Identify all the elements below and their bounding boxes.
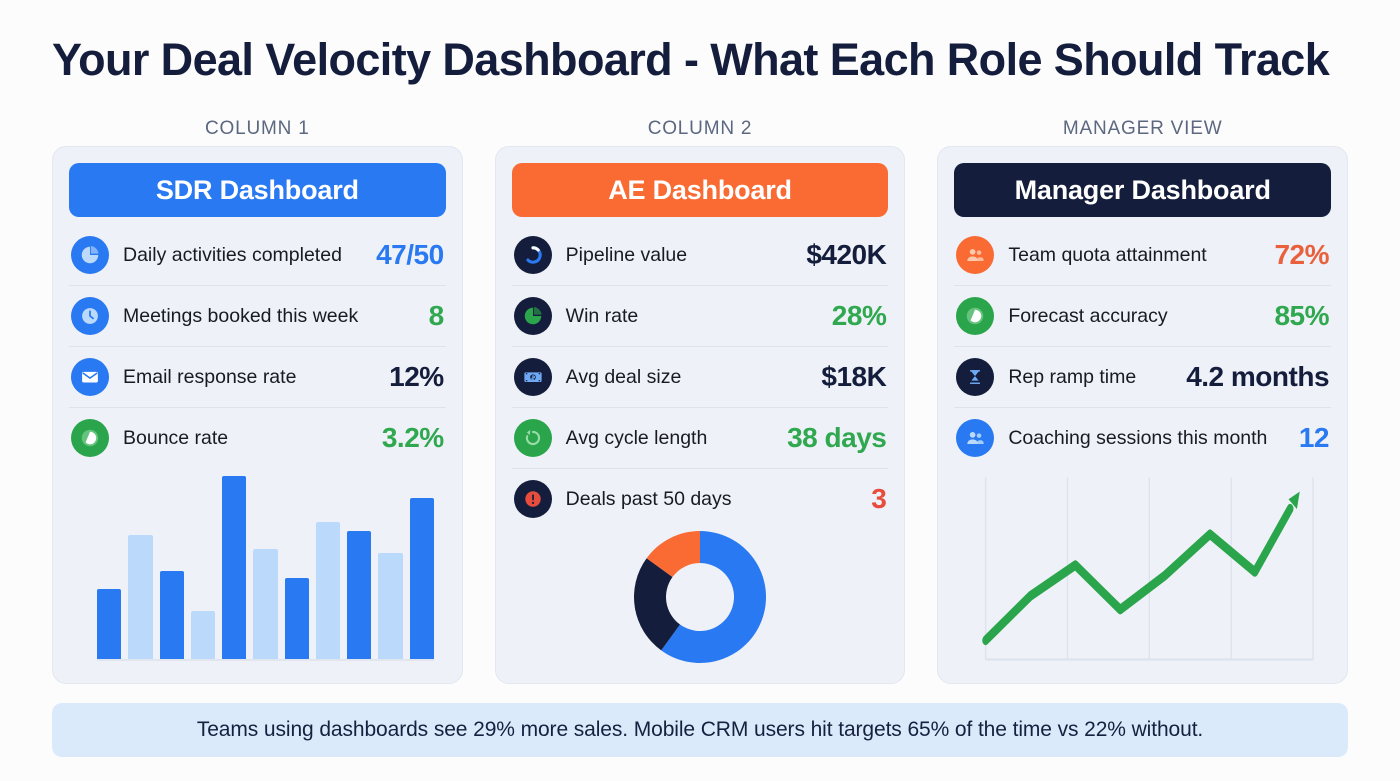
metric-label: Avg deal size <box>565 365 682 388</box>
bar <box>222 476 247 659</box>
bar <box>315 521 340 659</box>
alert-circle-icon <box>513 480 552 518</box>
metric-row[interactable]: Avg cycle length 38 days <box>511 407 889 468</box>
metric-value: 47/50 <box>376 239 444 270</box>
bar <box>190 611 215 659</box>
page-title: Your Deal Velocity Dashboard - What Each… <box>52 34 1330 85</box>
metric-row[interactable]: Deals past 50 days 3 <box>511 468 889 529</box>
pie-chart-icon <box>513 297 552 335</box>
bar <box>128 534 153 659</box>
banknote-icon <box>513 358 552 396</box>
footer-text: Teams using dashboards see 29% more sale… <box>196 718 1204 741</box>
metric-label: Rep ramp time <box>1008 365 1137 388</box>
metric-label: Win rate <box>565 304 639 327</box>
clock-icon <box>71 297 109 335</box>
bar <box>253 549 278 659</box>
hourglass-icon <box>956 358 995 396</box>
card-sdr-metrics: Daily activities completed 47/50 Meetings … <box>69 225 446 468</box>
donut-chart <box>512 527 889 667</box>
pie-chart-icon <box>71 236 109 274</box>
bar <box>347 530 372 659</box>
bar <box>97 589 122 659</box>
column-label-3: MANAGER VIEW <box>1062 118 1223 139</box>
card-sdr-header: SDR Dashboard <box>69 163 446 217</box>
rotate-left-icon <box>513 419 552 457</box>
column-labels: COLUMN 1 COLUMN 2 MANAGER VIEW <box>52 118 1348 140</box>
metric-value: 85% <box>1274 300 1330 331</box>
metric-label: Pipeline value <box>565 243 688 266</box>
card-ae-visual <box>512 529 889 673</box>
metric-row[interactable]: Email response rate 12% <box>69 346 446 407</box>
metric-row[interactable]: Coaching sessions this month 12 <box>954 407 1332 468</box>
metric-row[interactable]: Rep ramp time 4.2 months <box>954 346 1332 407</box>
card-manager-header: Manager Dashboard <box>954 163 1332 217</box>
metric-label: Team quota attainment <box>1008 243 1207 266</box>
bar <box>159 571 184 659</box>
metric-value: 12% <box>389 361 444 392</box>
metric-label: Forecast accuracy <box>1008 304 1168 327</box>
column-label-1: COLUMN 1 <box>205 118 310 139</box>
metric-label: Deals past 50 days <box>565 487 732 510</box>
donut-icon <box>71 419 109 457</box>
metric-value: $18K <box>821 361 887 392</box>
ring-chart-icon <box>513 236 552 274</box>
column-label-2: COLUMN 2 <box>647 118 753 139</box>
metric-value: $420K <box>806 239 887 270</box>
card-manager-metrics: Team quota attainment 72% Forecast accurac… <box>954 225 1332 468</box>
metric-row[interactable]: Pipeline value $420K <box>512 225 889 285</box>
metric-row[interactable]: Forecast accuracy 85% <box>954 285 1332 346</box>
people-icon <box>956 236 995 274</box>
metric-value: 28% <box>831 300 887 331</box>
card-ae: AE Dashboard Pipeline value $420K Win rate… <box>494 146 906 684</box>
metric-label: Meetings booked this week <box>123 304 359 327</box>
card-ae-header: AE Dashboard <box>511 163 889 217</box>
donut-icon <box>956 297 995 335</box>
metric-label: Coaching sessions this month <box>1008 426 1268 449</box>
dashboard-cards: SDR Dashboard Daily activities completed… <box>52 146 1349 684</box>
metric-row[interactable]: Meetings booked this week 8 <box>69 285 446 346</box>
bar <box>284 578 309 659</box>
metric-value: 8 <box>428 300 445 331</box>
metric-value: 3 <box>871 483 887 514</box>
donut-svg <box>634 531 766 663</box>
metric-row[interactable]: Bounce rate 3.2% <box>69 407 446 468</box>
metric-value: 12 <box>1298 422 1330 453</box>
bar-chart <box>97 476 434 661</box>
metric-row[interactable]: Avg deal size $18K <box>511 346 889 407</box>
metric-value: 38 days <box>787 422 887 453</box>
metric-label: Daily activities completed <box>123 243 342 266</box>
metric-row[interactable]: Daily activities completed 47/50 <box>69 225 446 285</box>
bar <box>409 497 434 659</box>
metric-row[interactable]: Win rate 28% <box>511 285 889 346</box>
trend-svg <box>982 477 1315 661</box>
metric-value: 72% <box>1274 239 1330 270</box>
metric-value: 4.2 months <box>1186 361 1330 392</box>
metric-label: Avg cycle length <box>565 426 708 449</box>
metric-label: Email response rate <box>123 365 297 388</box>
metric-label: Bounce rate <box>123 426 229 449</box>
card-sdr: SDR Dashboard Daily activities completed… <box>52 146 463 684</box>
card-manager-visual <box>954 468 1331 673</box>
footer-banner: Teams using dashboards see 29% more sale… <box>52 703 1348 757</box>
bar <box>378 552 403 659</box>
envelope-icon <box>71 358 109 396</box>
metric-row[interactable]: Team quota attainment 72% <box>954 225 1331 285</box>
trend-line-chart <box>978 472 1321 665</box>
card-ae-metrics: Pipeline value $420K Win rate 28% Avg deal s… <box>511 225 889 529</box>
people-icon <box>956 419 995 457</box>
metric-value: 3.2% <box>381 422 444 453</box>
card-sdr-visual <box>69 468 446 673</box>
card-manager: Manager Dashboard Team quota attainment 7… <box>937 146 1349 684</box>
